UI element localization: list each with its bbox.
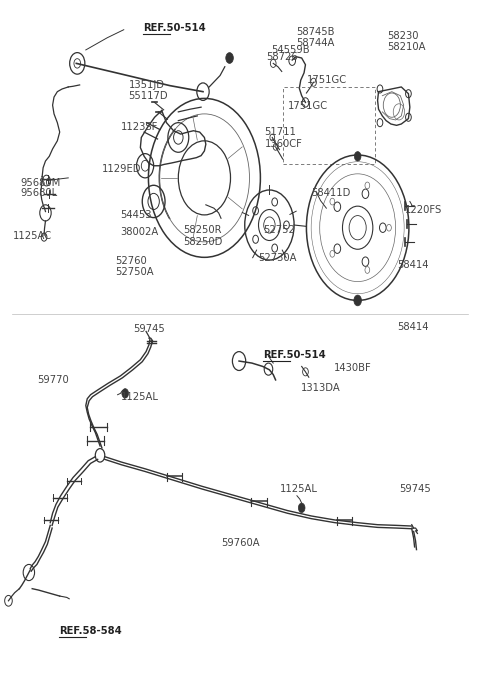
Text: 59760A: 59760A bbox=[221, 538, 260, 548]
Text: 58726: 58726 bbox=[266, 52, 298, 62]
Text: 52750A: 52750A bbox=[115, 267, 154, 277]
Text: 1220FS: 1220FS bbox=[405, 204, 443, 215]
Circle shape bbox=[299, 503, 305, 513]
Circle shape bbox=[122, 388, 129, 398]
Text: 52730A: 52730A bbox=[258, 253, 297, 263]
Text: 95680M: 95680M bbox=[21, 178, 61, 187]
Text: 1430BF: 1430BF bbox=[334, 363, 372, 373]
Text: 59745: 59745 bbox=[133, 325, 165, 334]
Text: 58745B: 58745B bbox=[296, 26, 335, 37]
Text: 1123SF: 1123SF bbox=[120, 122, 158, 132]
Text: 1351JD: 1351JD bbox=[129, 80, 165, 90]
Text: 59745: 59745 bbox=[399, 484, 431, 494]
Text: REF.58-584: REF.58-584 bbox=[59, 626, 121, 636]
Text: 38002A: 38002A bbox=[120, 227, 159, 237]
Text: 58230: 58230 bbox=[387, 31, 419, 41]
Text: 58250R: 58250R bbox=[183, 225, 222, 236]
Text: 1360CF: 1360CF bbox=[264, 139, 302, 149]
Circle shape bbox=[226, 52, 233, 63]
Text: 1125AC: 1125AC bbox=[13, 232, 52, 242]
Text: 1129ED: 1129ED bbox=[101, 164, 141, 174]
Circle shape bbox=[354, 295, 361, 306]
Text: 1125AL: 1125AL bbox=[120, 392, 158, 402]
Text: 1313DA: 1313DA bbox=[301, 383, 340, 393]
Text: 54453: 54453 bbox=[120, 210, 152, 220]
Text: 55117D: 55117D bbox=[129, 91, 168, 100]
Text: 58411D: 58411D bbox=[311, 187, 350, 198]
Text: 1125AL: 1125AL bbox=[280, 484, 318, 494]
Text: 1751GC: 1751GC bbox=[306, 75, 347, 85]
Text: REF.50-514: REF.50-514 bbox=[263, 350, 325, 360]
Circle shape bbox=[354, 151, 361, 161]
Text: 54559B: 54559B bbox=[271, 45, 310, 55]
Text: 58414: 58414 bbox=[397, 261, 429, 270]
Text: 58414: 58414 bbox=[397, 323, 429, 333]
Text: 52760: 52760 bbox=[115, 257, 147, 266]
Text: 1751GC: 1751GC bbox=[288, 101, 327, 111]
Text: 58210A: 58210A bbox=[387, 42, 426, 52]
Text: 52752: 52752 bbox=[263, 225, 295, 236]
Text: 59770: 59770 bbox=[37, 375, 69, 385]
Text: 58250D: 58250D bbox=[183, 237, 222, 247]
Text: REF.50-514: REF.50-514 bbox=[143, 23, 205, 33]
Text: 95680L: 95680L bbox=[21, 187, 58, 198]
Text: 51711: 51711 bbox=[264, 127, 297, 137]
Text: 58744A: 58744A bbox=[296, 37, 335, 48]
